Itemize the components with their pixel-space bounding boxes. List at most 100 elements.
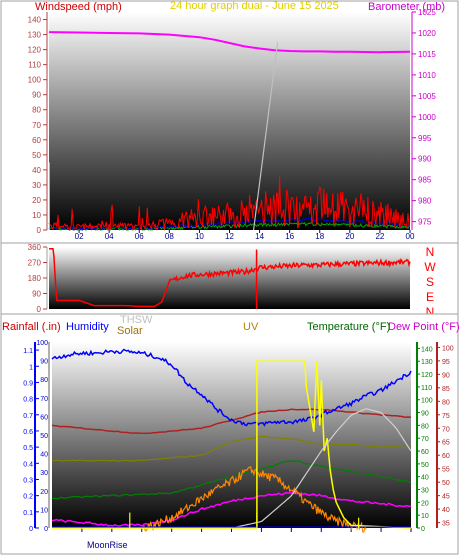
temp-axis-tick-label: 40 bbox=[442, 507, 450, 514]
baro-axis-tick-label: 985 bbox=[418, 176, 432, 185]
compass-label: N bbox=[426, 305, 435, 319]
uv-axis-tick-label: 120 bbox=[421, 372, 433, 379]
humidity-axis-tick-label: 30 bbox=[40, 470, 48, 477]
rain-axis-tick-label: 0.3 bbox=[23, 477, 33, 484]
baro-axis-tick-label: 1005 bbox=[418, 92, 436, 101]
temp-axis-tick-label: 80 bbox=[442, 399, 450, 406]
graph-title: 24 hour graph dual - June 15 2025 bbox=[170, 0, 339, 12]
temperature-line bbox=[51, 408, 412, 435]
rain-axis-tick-label: 0.5 bbox=[23, 445, 33, 452]
uv-line bbox=[52, 360, 412, 529]
baro-axis-tick-label: 1015 bbox=[418, 50, 436, 59]
temp-axis-tick-label: 50 bbox=[442, 480, 450, 487]
uv-axis-tick-label: 130 bbox=[421, 359, 433, 366]
temp-axis-tick-label: 90 bbox=[442, 372, 450, 379]
dewpoint-line bbox=[51, 491, 412, 527]
temp-axis-tick-label: 65 bbox=[442, 440, 450, 447]
wind-axis-tick-label: 90 bbox=[32, 91, 41, 100]
wind-direction-trace bbox=[49, 247, 411, 308]
uv-axis-label: UV bbox=[243, 321, 259, 333]
humidity-axis-tick-label: 10 bbox=[40, 507, 48, 514]
uv-axis-tick-label: 140 bbox=[421, 346, 433, 353]
rain-axis-tick-label: 0.9 bbox=[23, 380, 33, 387]
temp-axis-tick-label: 85 bbox=[442, 386, 450, 393]
solar-label: Solar bbox=[117, 325, 143, 337]
humidity-axis-tick-label: 50 bbox=[40, 433, 48, 440]
baro-axis-tick-label: 1025 bbox=[418, 8, 436, 17]
wind-baro-plot-area bbox=[49, 12, 410, 230]
thsw-line bbox=[51, 435, 412, 462]
compass-label: N bbox=[426, 245, 435, 259]
humidity-axis-tick-label: 0 bbox=[44, 526, 48, 533]
wind-axis-tick-label: 50 bbox=[32, 151, 41, 160]
humidity-axis-label: Humidity bbox=[66, 321, 109, 333]
direction-axis-tick-label: 90 bbox=[32, 290, 41, 299]
direction-axis-tick-label: 360 bbox=[28, 243, 42, 252]
direction-plot-area bbox=[49, 247, 410, 309]
uv-axis-tick-label: 100 bbox=[421, 398, 433, 405]
uv-axis-tick-label: 90 bbox=[421, 411, 429, 418]
rain-axis-tick-label: 0.1 bbox=[23, 510, 33, 517]
humidity-axis-tick-label: 90 bbox=[40, 359, 48, 366]
wind-axis-tick-label: 60 bbox=[32, 136, 41, 145]
wind-axis-tick-label: 70 bbox=[32, 121, 41, 130]
uv-axis-tick-label: 50 bbox=[421, 462, 429, 469]
time-axis-tick-label: 00 bbox=[406, 232, 415, 241]
temperature-axis-label: Temperature (°F) bbox=[307, 321, 390, 333]
rain-axis-tick-label: 0.8 bbox=[23, 397, 33, 404]
time-axis-tick-label: 06 bbox=[135, 232, 144, 241]
rain-axis-tick-label: 0.7 bbox=[23, 413, 33, 420]
humidity-axis-tick-label: 100 bbox=[36, 340, 48, 347]
time-axis-tick-label: 08 bbox=[165, 232, 174, 241]
time-axis-tick-label: 22 bbox=[375, 232, 384, 241]
wind-axis-tick-label: 10 bbox=[32, 211, 41, 220]
time-axis-tick-label: 14 bbox=[255, 232, 264, 241]
humidity-axis-tick-label: 20 bbox=[40, 489, 48, 496]
uv-axis-tick-label: 80 bbox=[421, 423, 429, 430]
wind-axis-tick-label: 120 bbox=[28, 46, 42, 55]
humidity-line bbox=[51, 348, 412, 427]
temp-axis-tick-label: 45 bbox=[442, 494, 450, 501]
uv-axis-tick-label: 60 bbox=[421, 449, 429, 456]
baro-axis-tick-label: 990 bbox=[418, 155, 432, 164]
barometer-axis-label: Barometer (mb) bbox=[368, 1, 445, 13]
weather-detail-plot-area bbox=[52, 342, 411, 528]
wind-axis-tick-label: 0 bbox=[37, 226, 42, 235]
rainfall-axis-label: Rainfall (.in) bbox=[2, 321, 61, 333]
direction-axis-tick-label: 180 bbox=[28, 274, 42, 283]
temp-axis-tick-label: 60 bbox=[442, 453, 450, 460]
baro-axis-tick-label: 980 bbox=[418, 197, 432, 206]
rain-axis-tick-label: 0.2 bbox=[23, 494, 33, 501]
baro-axis-tick-label: 995 bbox=[418, 134, 432, 143]
humidity-axis-tick-label: 80 bbox=[40, 377, 48, 384]
direction-axis-tick-label: 270 bbox=[28, 259, 42, 268]
wind-axis-tick-label: 110 bbox=[28, 61, 41, 70]
baro-axis-tick-label: 1020 bbox=[418, 29, 436, 38]
moon-arc-line bbox=[231, 408, 412, 529]
compass-label: W bbox=[424, 260, 436, 274]
windspeed-trace bbox=[48, 176, 411, 231]
rain-axis-tick-label: 1 bbox=[29, 364, 33, 371]
rain-axis-tick-label: 0.6 bbox=[23, 429, 33, 436]
time-axis-tick-label: 16 bbox=[285, 232, 294, 241]
temp-axis-tick-label: 100 bbox=[442, 345, 454, 352]
uv-axis-tick-label: 30 bbox=[421, 488, 429, 495]
time-axis-tick-label: 04 bbox=[105, 232, 114, 241]
uv-axis-tick-label: 0 bbox=[421, 526, 425, 533]
thsw-label: THSW bbox=[120, 314, 153, 326]
humidity-axis-tick-label: 40 bbox=[40, 452, 48, 459]
wind-axis-tick-label: 130 bbox=[28, 31, 42, 40]
direction-axis-tick-label: 0 bbox=[37, 305, 42, 314]
solar-line bbox=[141, 466, 367, 533]
wind-axis-tick-label: 140 bbox=[28, 16, 42, 25]
wind-axis-tick-label: 40 bbox=[32, 166, 41, 175]
uv-axis-tick-label: 10 bbox=[421, 513, 429, 520]
wind-axis-tick-label: 20 bbox=[32, 196, 41, 205]
temp-axis-tick-label: 75 bbox=[442, 413, 450, 420]
uv-axis-tick-label: 70 bbox=[421, 436, 429, 443]
uv-axis-tick-label: 20 bbox=[421, 500, 429, 507]
moonrise-label: MoonRise bbox=[87, 540, 128, 550]
time-axis-tick-label: 10 bbox=[195, 232, 204, 241]
